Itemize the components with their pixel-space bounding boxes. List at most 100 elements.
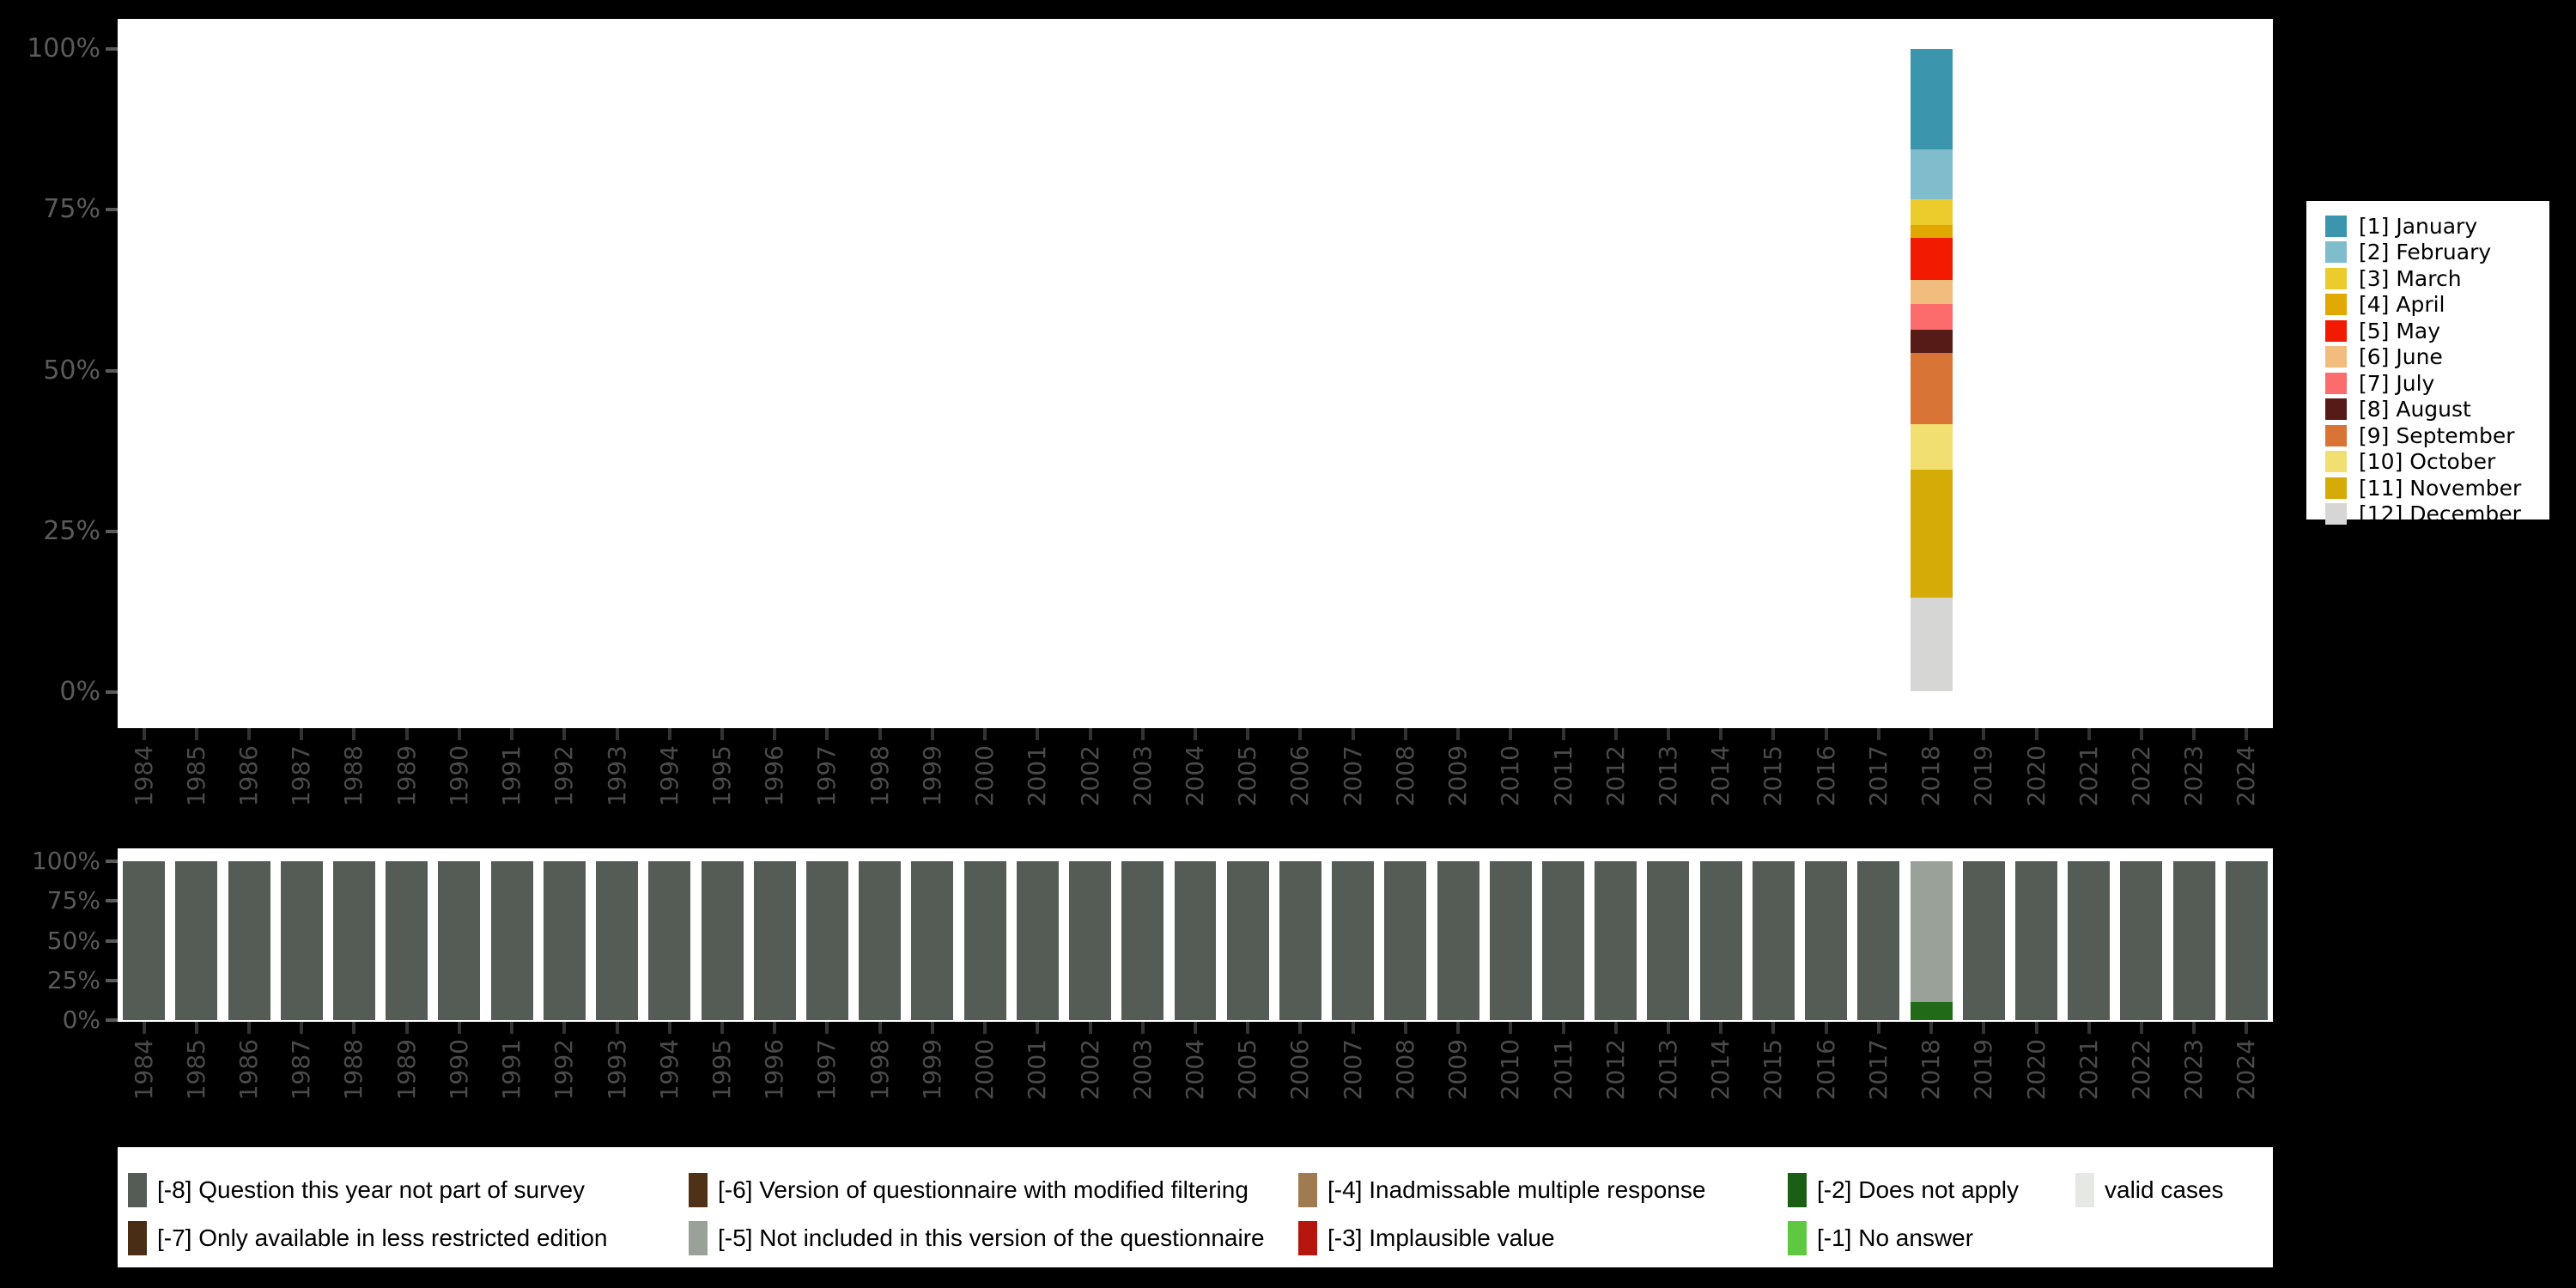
missing-legend-item[interactable]: valid cases [2075,1173,2224,1207]
missing-bar-2001[interactable] [1016,861,1059,1020]
bar-segment[interactable] [1910,423,1953,470]
missing-bar-segment[interactable] [1962,861,2005,1020]
missing-bar-2013[interactable] [1647,861,1690,1020]
missing-bar-segment[interactable] [648,861,691,1020]
bar-segment[interactable] [1910,198,1953,226]
missing-bar-segment[interactable] [859,861,902,1020]
missing-bar-2012[interactable] [1595,861,1637,1020]
missing-bar-segment[interactable] [123,861,166,1020]
missing-bar-2009[interactable] [1437,861,1479,1020]
bar-segment[interactable] [1910,597,1953,692]
missing-bar-segment[interactable] [2015,861,2057,1020]
missing-bar-1987[interactable] [280,861,323,1020]
missing-bar-1998[interactable] [859,861,902,1020]
missing-bar-2021[interactable] [2068,861,2111,1020]
missing-bar-segment[interactable] [1647,861,1690,1020]
missing-bar-segment[interactable] [1542,861,1585,1020]
missing-bar-1995[interactable] [701,861,744,1020]
missing-bar-segment[interactable] [1699,861,1742,1020]
bar-segment[interactable] [1910,149,1953,199]
missing-bar-segment[interactable] [333,861,375,1020]
missing-bar-segment[interactable] [1279,861,1321,1020]
month-legend-item[interactable]: [11] November [2325,475,2541,501]
missing-legend-item[interactable]: [-7] Only available in less restricted e… [128,1221,607,1255]
missing-bar-2015[interactable] [1752,861,1795,1020]
missing-bar-segment[interactable] [2172,861,2215,1020]
missing-bar-segment[interactable] [1069,861,1112,1020]
missing-bar-segment[interactable] [1752,861,1795,1020]
missing-bar-2006[interactable] [1279,861,1321,1020]
missing-bar-segment[interactable] [1910,861,1953,1002]
month-legend-item[interactable]: [3] March [2325,265,2541,292]
missing-bar-1991[interactable] [490,861,533,1020]
missing-legend-item[interactable]: [-4] Inadmissable multiple response [1298,1173,1705,1207]
missing-bar-segment[interactable] [911,861,954,1020]
month-legend-item[interactable]: [4] April [2325,292,2541,319]
missing-bar-2007[interactable] [1332,861,1375,1020]
missing-bar-segment[interactable] [1384,861,1427,1020]
missing-bar-2017[interactable] [1857,861,1900,1020]
missing-bar-2004[interactable] [1174,861,1217,1020]
missing-bar-segment[interactable] [753,861,796,1020]
missing-bar-2018[interactable] [1910,861,1953,1020]
bar-segment[interactable] [1910,303,1953,330]
missing-bar-segment[interactable] [1332,861,1375,1020]
missing-bar-1988[interactable] [333,861,375,1020]
missing-bar-1984[interactable] [123,861,166,1020]
missing-bar-2002[interactable] [1069,861,1112,1020]
missing-bar-1997[interactable] [805,861,848,1020]
missing-bar-2010[interactable] [1489,861,1532,1020]
bar-segment[interactable] [1910,238,1953,280]
missing-bar-2003[interactable] [1121,861,1164,1020]
missing-bar-2016[interactable] [1805,861,1848,1020]
missing-bar-segment[interactable] [386,861,428,1020]
bar-segment[interactable] [1910,225,1953,239]
month-legend-item[interactable]: [12] December [2325,501,2541,528]
missing-bar-2011[interactable] [1542,861,1585,1020]
missing-bar-segment[interactable] [1121,861,1164,1020]
missing-bar-1994[interactable] [648,861,691,1020]
missing-legend-item[interactable]: [-8] Question this year not part of surv… [128,1173,585,1207]
month-legend-item[interactable]: [9] September [2325,422,2541,449]
month-legend-item[interactable]: [6] June [2325,344,2541,371]
month-legend-item[interactable]: [1] January [2325,213,2541,240]
month-legend-item[interactable]: [8] August [2325,397,2541,423]
missing-bar-segment[interactable] [2225,861,2268,1020]
missing-bar-2008[interactable] [1384,861,1427,1020]
missing-bar-segment[interactable] [2068,861,2111,1020]
missing-bar-1992[interactable] [543,861,586,1020]
missing-bar-2005[interactable] [1226,861,1269,1020]
missing-legend-item[interactable]: [-6] Version of questionnaire with modif… [689,1173,1249,1207]
missing-bar-segment[interactable] [1805,861,1848,1020]
missing-bar-segment[interactable] [438,861,481,1020]
missing-bar-2020[interactable] [2015,861,2057,1020]
missing-bar-2023[interactable] [2172,861,2215,1020]
missing-bar-1990[interactable] [438,861,481,1020]
month-legend-item[interactable]: [5] May [2325,318,2541,344]
bar-segment[interactable] [1910,469,1953,598]
missing-bar-1993[interactable] [596,861,639,1020]
missing-bar-2019[interactable] [1962,861,2005,1020]
missing-legend-item[interactable]: [-3] Implausible value [1298,1221,1555,1255]
missing-bar-segment[interactable] [2120,861,2163,1020]
missing-bar-segment[interactable] [1174,861,1217,1020]
missing-bar-2000[interactable] [963,861,1006,1020]
month-legend-item[interactable]: [10] October [2325,449,2541,476]
bar-segment[interactable] [1910,279,1953,304]
missing-bar-segment[interactable] [280,861,323,1020]
bar-segment[interactable] [1910,49,1953,149]
missing-bar-segment[interactable] [543,861,586,1020]
missing-legend-item[interactable]: [-2] Does not apply [1788,1173,2019,1207]
missing-bar-segment[interactable] [228,861,270,1020]
missing-bar-segment[interactable] [1016,861,1059,1020]
missing-bar-2022[interactable] [2120,861,2163,1020]
missing-bar-1985[interactable] [175,861,218,1020]
missing-bar-segment[interactable] [175,861,218,1020]
missing-bar-segment[interactable] [701,861,744,1020]
missing-legend-item[interactable]: [-5] Not included in this version of the… [689,1221,1265,1255]
missing-bar-segment[interactable] [963,861,1006,1020]
missing-bar-1996[interactable] [753,861,796,1020]
missing-bar-2024[interactable] [2225,861,2268,1020]
missing-bar-segment[interactable] [1489,861,1532,1020]
missing-bar-segment[interactable] [596,861,639,1020]
